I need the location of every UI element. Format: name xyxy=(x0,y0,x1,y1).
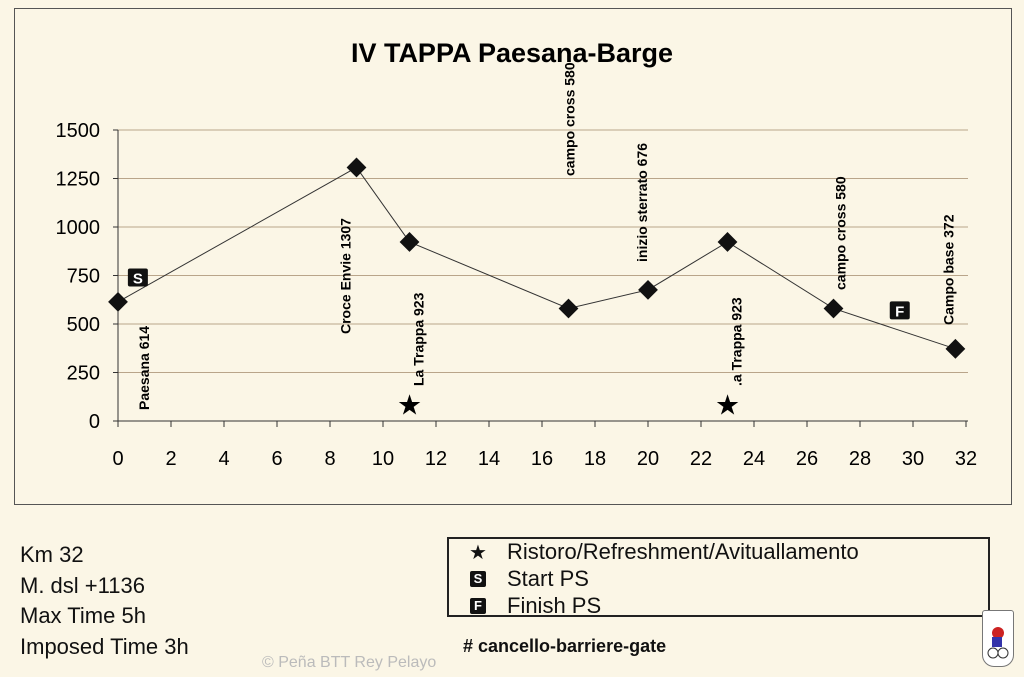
chart-frame xyxy=(14,8,1012,505)
start-icon: S xyxy=(470,571,486,587)
legend: ★ Ristoro/Refreshment/Avituallamento S Sta… xyxy=(447,537,990,619)
start-icon xyxy=(127,268,148,287)
point-label: Paesana 614 xyxy=(136,326,152,410)
point-label: Croce Envie 1307 xyxy=(338,218,354,334)
point-label: La Trappa 923 xyxy=(411,292,427,386)
info-distance: Km 32 xyxy=(20,542,84,567)
x-tick-label: 4 xyxy=(218,448,229,470)
legend-start: S Start PS xyxy=(449,566,589,592)
star-icon: ★ xyxy=(715,390,740,421)
x-tick-label: 2 xyxy=(165,448,176,470)
data-point xyxy=(346,157,367,178)
x-tick-label: 8 xyxy=(324,448,335,470)
star-icon: ★ xyxy=(469,541,487,564)
info-elevation-gain: M. dsl +1136 xyxy=(20,572,145,598)
y-tick-label: 250 xyxy=(67,363,100,385)
y-tick-label: 1500 xyxy=(56,120,101,142)
point-label: campo cross 580 xyxy=(833,176,849,290)
legend-refreshment: ★ Ristoro/Refreshment/Avituallamento xyxy=(449,539,859,565)
data-point xyxy=(638,279,658,300)
gate-note: # cancello-barriere-gate xyxy=(463,636,667,656)
data-point xyxy=(108,291,128,312)
point-label: campo cross 580 xyxy=(562,62,578,176)
finish-icon: F xyxy=(470,598,486,614)
x-tick-label: 14 xyxy=(478,448,500,470)
point-label: inizio sterrato 676 xyxy=(634,143,650,262)
x-tick-label: 30 xyxy=(902,448,924,470)
x-tick-label: 20 xyxy=(637,448,659,470)
club-logo xyxy=(982,610,1014,667)
stage-info: Km 32 M. dsl +1136 Max Time 5h Imposed T… xyxy=(20,540,189,662)
y-tick-label: 1000 xyxy=(56,217,101,239)
x-tick-label: 0 xyxy=(112,448,123,470)
data-point xyxy=(558,298,579,319)
chart-title: IV TAPPA Paesana-Barge xyxy=(351,38,673,68)
legend-finish: F Finish PS xyxy=(449,593,601,619)
info-imposed-time: Imposed Time 3h xyxy=(20,633,189,659)
legend-label: Start PS xyxy=(507,566,589,591)
marker-letter: S xyxy=(133,270,143,287)
data-point xyxy=(945,338,966,359)
cyclist-logo-icon xyxy=(987,627,1009,659)
copyright-watermark: © Peña BTT Rey Pelayo xyxy=(262,654,437,671)
y-tick-label: 500 xyxy=(67,314,100,336)
elevation-line xyxy=(117,166,956,350)
y-tick-label: 750 xyxy=(67,266,100,288)
y-tick-label: 0 xyxy=(89,411,100,433)
legend-label: Finish PS xyxy=(507,593,602,618)
x-tick-label: 32 xyxy=(955,448,977,470)
point-label: Campo base 372 xyxy=(940,214,956,325)
x-tick-label: 6 xyxy=(271,448,282,470)
x-tick-label: 18 xyxy=(584,448,606,470)
elevation-chart: IV TAPPA Paesana-Barge 0 250 500 750 1000 1250… xyxy=(56,38,978,470)
data-point xyxy=(823,298,844,319)
x-tick-label: 10 xyxy=(372,448,394,470)
star-icon: ★ xyxy=(397,390,422,421)
finish-icon xyxy=(889,301,910,320)
marker-letter: F xyxy=(895,303,904,320)
info-max-time: Max Time 5h xyxy=(20,603,146,628)
x-tick-label: 26 xyxy=(796,448,818,470)
legend-label: Ristoro/Refreshment/Avituallamento xyxy=(507,539,859,564)
data-point xyxy=(717,232,738,252)
x-tick-label: 12 xyxy=(425,448,447,470)
x-tick-label: 24 xyxy=(743,448,765,470)
y-tick-label: 1250 xyxy=(56,169,101,191)
x-tick-label: 28 xyxy=(849,448,871,470)
x-tick-label: 22 xyxy=(690,448,712,470)
x-tick-label: 16 xyxy=(531,448,553,470)
point-label: .a Trappa 923 xyxy=(729,297,745,386)
data-point xyxy=(399,232,420,252)
